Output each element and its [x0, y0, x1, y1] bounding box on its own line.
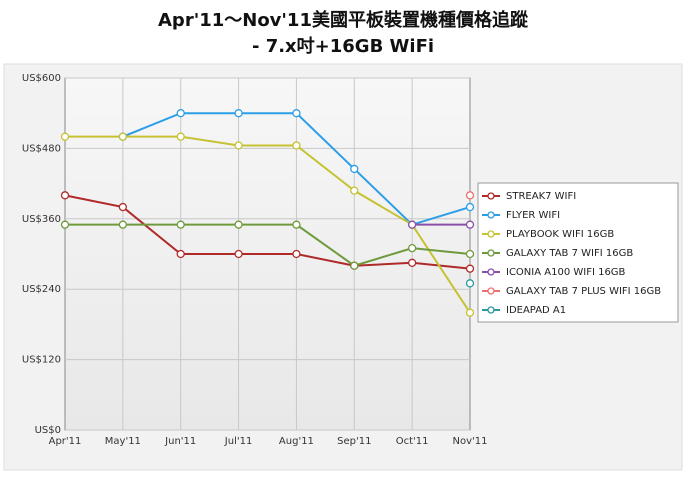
x-tick-label: Jul'11 [224, 436, 253, 447]
legend-marker [487, 249, 495, 257]
data-point [234, 141, 243, 150]
legend-label: IDEAPAD A1 [506, 305, 566, 316]
y-tick-label: US$0 [35, 425, 61, 436]
legend-marker [487, 268, 495, 276]
data-point [407, 220, 417, 229]
data-point [176, 249, 185, 259]
y-tick-label: US$480 [22, 143, 61, 154]
x-tick-label: Aug'11 [279, 436, 314, 447]
data-point [350, 261, 359, 270]
legend-marker [487, 306, 495, 314]
data-point [465, 279, 475, 288]
y-tick-label: US$360 [22, 214, 61, 225]
x-tick-label: Apr'11 [49, 436, 82, 447]
data-point [60, 220, 70, 229]
legend-label: GALAXY TAB 7 PLUS WIFI 16GB [506, 286, 661, 297]
chart-subtitle: - 7.x吋+16GB WiFi [252, 36, 434, 57]
legend-marker [487, 211, 495, 219]
data-point [176, 109, 185, 118]
legend-label: PLAYBOOK WIFI 16GB [506, 229, 614, 240]
data-point [465, 264, 475, 273]
legend-marker [487, 230, 495, 238]
legend-label: STREAK7 WIFI [506, 191, 576, 202]
y-tick-label: US$240 [22, 284, 61, 295]
legend-label: FLYER WIFI [506, 210, 560, 221]
y-tick-label: US$600 [22, 73, 61, 84]
data-point [176, 132, 185, 141]
y-tick-label: US$120 [22, 355, 61, 366]
data-point [118, 132, 128, 141]
data-point [176, 220, 185, 229]
chart-title: Apr'11～Nov'11美國平板裝置機種價格追蹤 [158, 9, 529, 31]
legend-label: ICONIA A100 WIFI 16GB [506, 267, 626, 278]
x-tick-label: May'11 [105, 436, 141, 447]
data-point [465, 308, 475, 317]
legend-label: GALAXY TAB 7 WIFI 16GB [506, 248, 633, 259]
data-point [292, 249, 301, 259]
series-line [64, 194, 471, 270]
data-point [350, 164, 359, 174]
data-point [60, 191, 70, 200]
data-point [465, 191, 475, 200]
data-point [407, 258, 417, 267]
x-tick-label: Oct'11 [396, 436, 429, 447]
data-point [292, 109, 301, 118]
data-point [60, 132, 70, 141]
legend-marker [487, 192, 495, 200]
data-point [465, 249, 475, 259]
data-point [292, 220, 301, 229]
data-point [465, 202, 475, 212]
data-point [118, 220, 128, 229]
data-point [234, 249, 243, 259]
x-tick-label: Jun'11 [164, 436, 196, 447]
x-tick-label: Nov'11 [453, 436, 488, 447]
data-point [118, 202, 128, 212]
data-point [234, 109, 243, 118]
data-point [465, 220, 475, 229]
data-point [292, 141, 301, 150]
x-tick-label: Sep'11 [337, 436, 371, 447]
legend-box [477, 182, 679, 323]
data-point [234, 220, 243, 229]
series-line [65, 135, 471, 314]
data-point [407, 243, 417, 253]
series-line [65, 223, 471, 267]
legend-marker [487, 287, 495, 295]
data-point [350, 186, 359, 195]
